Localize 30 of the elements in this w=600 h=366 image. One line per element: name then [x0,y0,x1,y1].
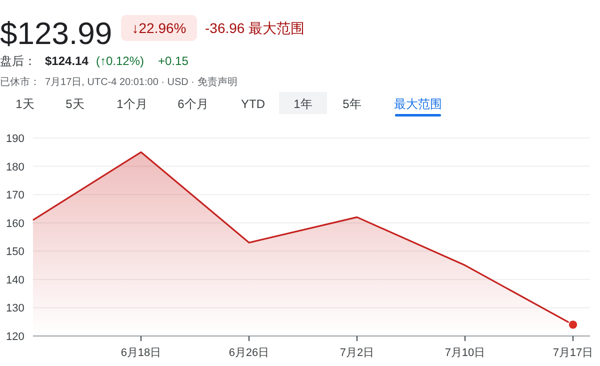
text: 6个月 [178,97,208,111]
text: $124.14 [45,54,89,68]
x-tick-label: 7月10日 [444,347,486,359]
y-tick-label: 140 [6,274,24,286]
text: 最大范围 [394,97,442,111]
x-tick-label: 6月18日 [120,347,162,359]
x-tick-label: 7月2日 [340,347,374,359]
text: ↓22.96% [132,20,186,36]
text: (↑0.12%) [96,54,144,68]
text: +0.15 [158,54,189,68]
y-tick-label: 170 [6,190,24,202]
x-tick-label: 6月26日 [228,347,270,359]
text: 1个月 [116,97,148,111]
x-tick-label: 7月17日 [552,347,594,359]
text: 已休市： [0,76,40,88]
text: 7月17日, UTC-4 20:01:00 · USD · 免责声明 [45,76,238,88]
y-tick-label: 180 [6,161,24,174]
chart-title: $123.99 [0,16,112,51]
text: 5天 [66,97,84,111]
y-tick-label: 190 [6,133,24,145]
y-tick-label: 160 [6,218,24,230]
text: 1年 [294,97,312,111]
text: -36.96 最大范围 [205,20,305,36]
y-tick-label: 150 [6,246,24,258]
y-tick-label: 120 [6,331,24,343]
text: YTD [241,97,266,111]
text: 5年 [342,97,362,111]
text: 盘后： [0,54,36,68]
y-tick-label: 130 [6,302,24,315]
text: 1天 [16,97,34,111]
